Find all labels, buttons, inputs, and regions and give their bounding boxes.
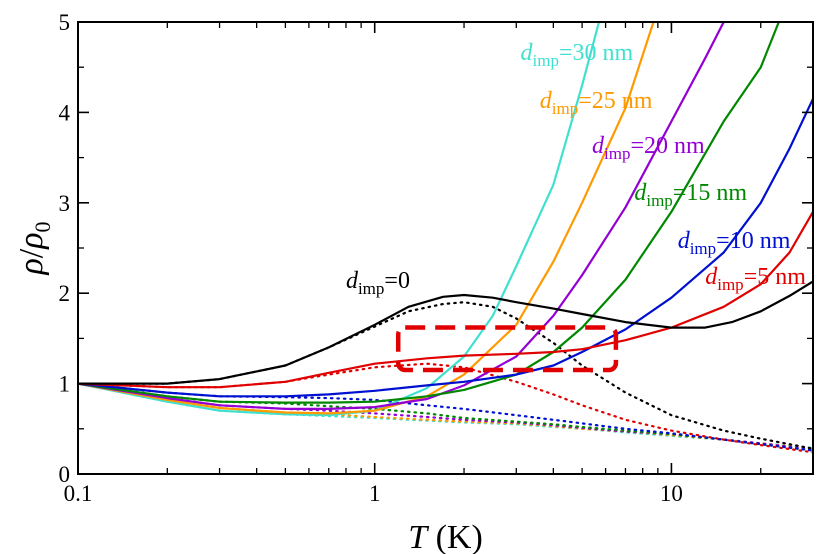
y-axis-label: ρ/ρ0 — [13, 221, 55, 275]
series-2-solid-line — [78, 98, 813, 398]
y-tick-label-5: 5 — [59, 10, 71, 35]
y-tick-label-3: 3 — [59, 191, 71, 216]
ticks-layer: 0.1 1 10 0 1 2 3 4 5 — [59, 10, 814, 506]
series-0-solid-line — [78, 280, 813, 385]
series-label-0: dimp=0 — [346, 268, 410, 298]
highlight-layer — [395, 325, 619, 373]
y-tick-label-1: 1 — [59, 372, 71, 397]
series-layer — [78, 22, 813, 454]
series-5-solid-line — [78, 22, 655, 415]
series-1-solid-line — [78, 211, 813, 389]
series-label-6: dimp=30 nm — [521, 40, 634, 70]
series-label-2: dimp=10 nm — [678, 228, 791, 258]
series-label-4: dimp=20 nm — [592, 133, 705, 163]
highlight-box — [395, 325, 619, 373]
series-label-3: dimp=15 nm — [634, 180, 747, 210]
x-tick-label-2: 10 — [660, 481, 683, 506]
x-tick-label-1: 1 — [369, 481, 381, 506]
y-tick-label-2: 2 — [59, 281, 71, 306]
series-4-solid-line — [78, 22, 725, 410]
series-labels-layer: dimp=0 dimp=5 nm dimp=10 nm dimp=15 nm dimp=… — [346, 40, 806, 298]
series-label-5: dimp=25 nm — [540, 88, 653, 118]
x-tick-label-0: 0.1 — [64, 481, 93, 506]
series-label-1: dimp=5 nm — [705, 264, 806, 294]
series-3-solid-line — [78, 22, 780, 404]
axis-labels-layer: T (K) ρ/ρ0 — [13, 221, 483, 554]
series-1-dotted-line — [78, 362, 813, 454]
y-tick-label-0: 0 — [59, 462, 71, 487]
y-tick-label-4: 4 — [59, 100, 71, 125]
series-6-solid-line — [78, 22, 601, 417]
series-0-dotted-line — [78, 301, 813, 450]
x-axis-label: T (K) — [408, 519, 483, 554]
